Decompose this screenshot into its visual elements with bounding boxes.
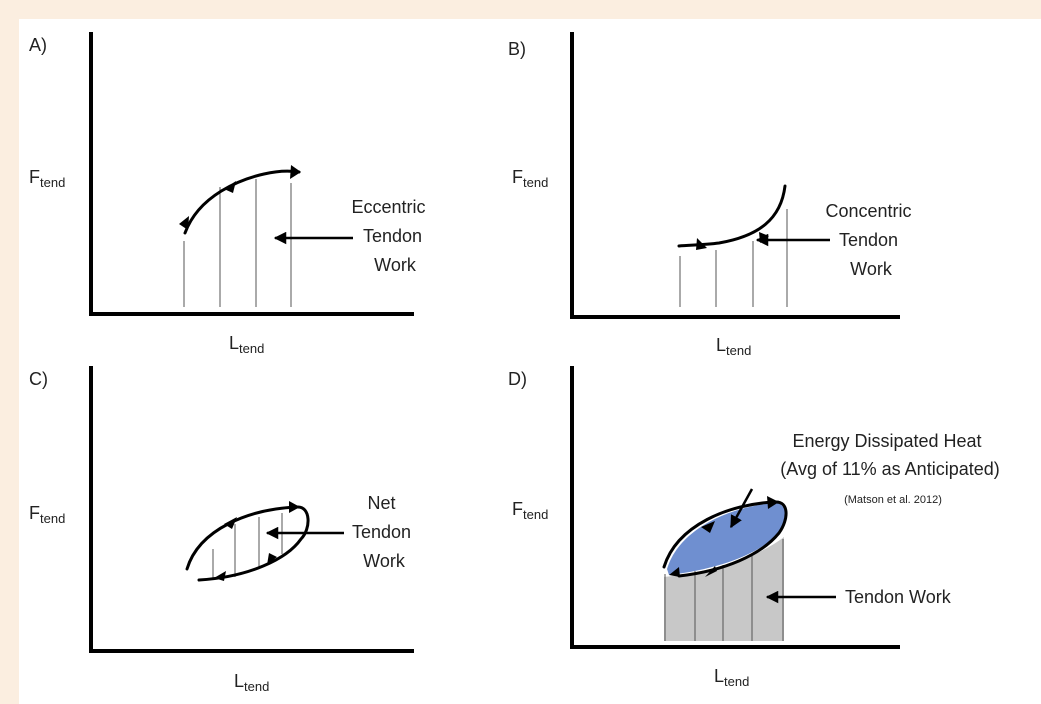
panel-b-label: Concentric Tendon Work (825, 201, 916, 279)
panel-c-work-lines (212, 513, 283, 579)
panel-d: D) Ftend Ltend Energy Dissipated Heat (A… (508, 366, 1000, 689)
panel-d-loop-arrow-4 (669, 567, 680, 577)
panel-c-loop-arrow-3 (267, 553, 277, 565)
panel-d-letter: D) (508, 369, 527, 389)
panel-a-curve-arrow-1 (179, 216, 189, 230)
panel-b-curve (677, 184, 787, 248)
panel-a-x-label: Ltend (229, 333, 264, 356)
panel-d-loop-arrow-2 (767, 496, 779, 509)
panel-d-axes (570, 366, 900, 649)
panel-b-curve-arrow-1 (696, 238, 707, 250)
panel-c-x-label: Ltend (234, 671, 269, 694)
panel-c-y-label: Ftend (29, 503, 65, 526)
panel-a-work-lines (183, 179, 292, 307)
panel-d-citation: (Matson et al. 2012) (844, 494, 942, 506)
panel-d-y-label: Ftend (512, 499, 548, 522)
panel-b-curve-arrow-2 (759, 232, 769, 243)
panel-c-letter: C) (29, 369, 48, 389)
figure-canvas: A) Ftend Ltend Eccentric Tendon Work B) … (19, 19, 1041, 704)
panel-b-x-label: Ltend (716, 335, 751, 358)
panel-c: C) Ftend Ltend Net Tendon Work (29, 366, 416, 694)
panel-a-axes (89, 32, 414, 316)
panel-b-work-lines (679, 209, 788, 307)
panel-a-letter: A) (29, 35, 47, 55)
panel-d-loop-arrow-1 (701, 521, 715, 533)
panel-c-loop-arrow-1 (224, 517, 237, 529)
panel-d-heat-pointer-arrow (729, 488, 754, 529)
panel-b: B) Ftend Ltend Concentric Tendon Work (508, 32, 916, 358)
panel-c-loop-arrow-4 (214, 571, 226, 581)
panel-a-curve-arrow-3 (290, 165, 301, 179)
panel-a: A) Ftend Ltend Eccentric Tendon Work (29, 32, 430, 356)
panel-d-work-lines (664, 539, 784, 641)
panel-a-y-label: Ftend (29, 167, 65, 190)
panel-b-letter: B) (508, 39, 526, 59)
panel-a-curve-arrow-2 (224, 181, 236, 193)
panel-c-axes (89, 366, 414, 653)
panel-d-loop-arrow-3 (705, 566, 717, 577)
panel-c-loop (185, 505, 310, 582)
panel-a-curve (183, 169, 301, 235)
panel-d-dissipated-heat-area (667, 502, 786, 575)
panel-d-loop (662, 500, 788, 578)
panel-d-tendon-work-area (664, 537, 784, 641)
panel-d-work-label: Tendon Work (845, 587, 952, 607)
panel-c-loop-arrow-2 (289, 501, 300, 513)
panel-c-label: Net Tendon Work (352, 493, 416, 571)
panel-d-heat-label-line-1: Energy Dissipated Heat (792, 431, 981, 451)
panel-a-label: Eccentric Tendon Work (351, 197, 430, 275)
panel-b-axes (570, 32, 900, 319)
panel-d-heat-label-line-2: (Avg of 11% as Anticipated) (780, 459, 999, 479)
panel-b-y-label: Ftend (512, 167, 548, 190)
panel-d-x-label: Ltend (714, 666, 749, 689)
